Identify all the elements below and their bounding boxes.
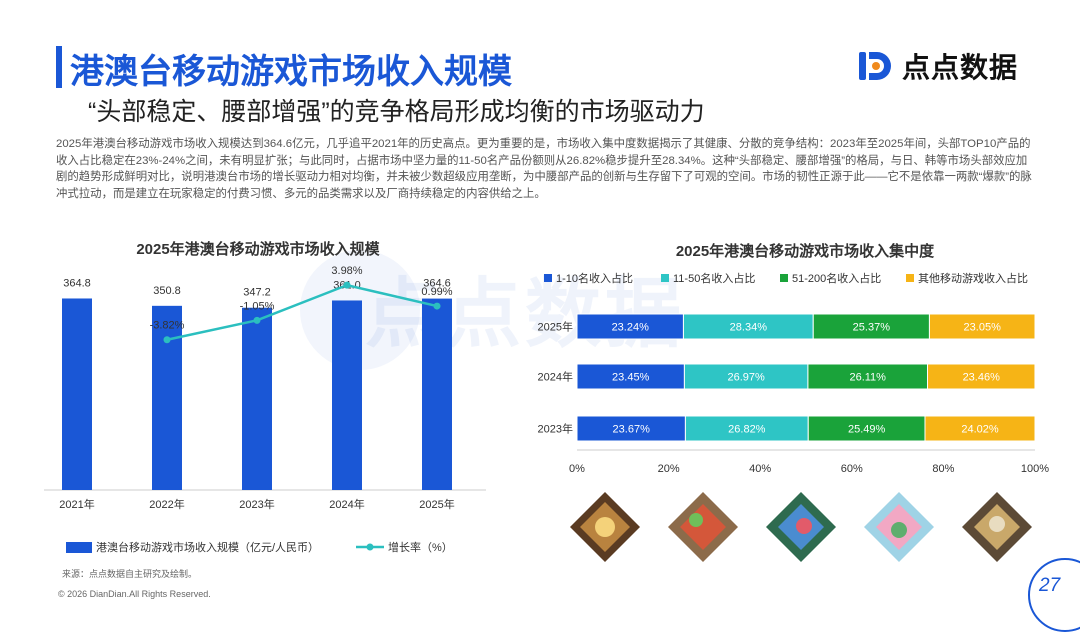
- chart2-segment-label: 23.46%: [963, 372, 1001, 384]
- chart1-bar-label: 347.2: [243, 287, 271, 299]
- game-thumbnail-4: [864, 492, 934, 562]
- game-thumbnail-3: [766, 492, 836, 562]
- source-note: 来源：点点数据自主研究及绘制。: [62, 569, 198, 579]
- chart2-legend-label: 11-50名收入占比: [673, 271, 755, 285]
- logo-text: 点点数据: [902, 52, 1019, 83]
- chart2-segment-label: 23.67%: [613, 424, 651, 436]
- chart2-segment-label: 23.05%: [964, 322, 1002, 334]
- chart1-bar: [422, 298, 452, 490]
- chart2-ytick: 2023年: [538, 422, 573, 436]
- chart1-bar: [152, 305, 182, 490]
- chart1-bar: [242, 307, 272, 490]
- intro-paragraph: 2025年港澳台移动游戏市场收入规模达到364.6亿元，几乎追平2021年的历史…: [56, 138, 1032, 200]
- chart1-growth-label: -1.05%: [240, 300, 275, 312]
- chart2-xtick: 20%: [658, 463, 680, 475]
- chart1-xtick: 2023年: [239, 497, 274, 511]
- chart2-segment-label: 25.49%: [848, 424, 886, 436]
- chart1-legend-bar-label: 港澳台移动游戏市场收入规模（亿元/人民币）: [96, 540, 319, 554]
- page-subtitle: “头部稳定、腰部增强”的竞争格局形成均衡的市场驱动力: [88, 98, 705, 126]
- chart1-xtick: 2021年: [59, 497, 94, 511]
- chart1-growth-line: [166, 283, 438, 341]
- chart2-xtick: 0%: [569, 463, 585, 475]
- chart2-xtick: 80%: [932, 463, 954, 475]
- chart2-segment-label: 26.11%: [849, 372, 886, 384]
- chart1-title: 2025年港澳台移动游戏市场收入规模: [136, 240, 380, 258]
- chart1-growth-point: [163, 336, 171, 344]
- chart1-growth-label: -3.82%: [150, 320, 185, 332]
- chart2-bar-segment: [684, 415, 809, 442]
- chart2-bar-segment: [812, 313, 930, 340]
- chart2-segment-label: 28.34%: [730, 322, 768, 334]
- chart1-legend-line-label: 增长率（%）: [388, 540, 453, 554]
- chart2-legend-swatch: [780, 274, 788, 282]
- chart2-segment-label: 26.97%: [728, 372, 766, 384]
- chart1-bar: [62, 298, 92, 490]
- chart2-bar-segment: [682, 313, 814, 340]
- chart2-segment-label: 25.37%: [853, 322, 891, 334]
- game-thumbnail-1: [570, 492, 640, 562]
- chart1-bar: [332, 300, 362, 490]
- chart1-legend-bar-swatch: [66, 542, 92, 553]
- diandian-logo-icon: [859, 52, 891, 80]
- chart1-growth-point: [433, 302, 441, 310]
- chart2-legend-label: 其他移动游戏收入占比: [918, 271, 1028, 285]
- game-thumbnail-2: [668, 492, 738, 562]
- chart2-bar-segment: [576, 313, 684, 340]
- title-accent-bar: [56, 46, 62, 88]
- chart2-bar-segment: [928, 313, 1036, 340]
- chart2-segment-label: 26.82%: [728, 424, 766, 436]
- chart2-title: 2025年港澳台移动游戏市场收入集中度: [676, 242, 935, 260]
- chart2-segment-label: 23.24%: [612, 322, 650, 334]
- chart2-segment-label: 23.45%: [612, 372, 650, 384]
- chart2-xtick: 60%: [841, 463, 863, 475]
- chart1-growth-point: [253, 316, 261, 324]
- copyright: © 2026 DianDian.All Rights Reserved.: [58, 589, 211, 599]
- chart1-growth-label: 0.99%: [421, 286, 452, 298]
- brand-logo: 点点数据: [856, 46, 1018, 86]
- chart2-legend-swatch: [906, 274, 914, 282]
- chart1-bar-label: 350.8: [153, 285, 181, 297]
- chart2-xtick: 100%: [1021, 463, 1049, 475]
- chart2-bar-segment: [576, 363, 685, 390]
- chart1-bar-label: 364.8: [63, 277, 91, 289]
- chart2-xtick: 40%: [749, 463, 771, 475]
- chart1-xtick: 2025年: [419, 497, 454, 511]
- chart2-ytick: 2025年: [538, 320, 573, 334]
- chart1-growth-label: 3.98%: [331, 265, 362, 277]
- chart2-legend-label: 1-10名收入占比: [556, 271, 633, 285]
- chart2-legend-label: 51-200名收入占比: [792, 271, 881, 285]
- chart2-bar-segment: [924, 415, 1036, 442]
- revenue-concentration-chart: 2025年港澳台移动游戏市场收入集中度 1-10名收入占比 11-50名收入占比 51…: [538, 242, 1050, 475]
- chart1-growth-point: [343, 281, 351, 289]
- chart2-ytick: 2024年: [538, 370, 573, 384]
- chart1-bar-label: 364.6: [423, 278, 451, 290]
- game-thumbnail-5: [962, 492, 1032, 562]
- chart1-xtick: 2024年: [329, 497, 364, 511]
- chart2-bar-segment: [927, 363, 1036, 390]
- chart2-legend-swatch: [661, 274, 669, 282]
- page-title: 港澳台移动游戏市场收入规模: [70, 53, 512, 91]
- chart2-segment-label: 24.02%: [961, 424, 999, 436]
- chart1-xtick: 2022年: [149, 497, 184, 511]
- page-number: 27: [1039, 575, 1061, 596]
- chart1-legend-line-marker: [366, 543, 374, 551]
- chart2-legend-swatch: [544, 274, 552, 282]
- revenue-scale-chart: 2025年港澳台移动游戏市场收入规模 364.8 2021年 350.8 2022年 34…: [44, 240, 486, 554]
